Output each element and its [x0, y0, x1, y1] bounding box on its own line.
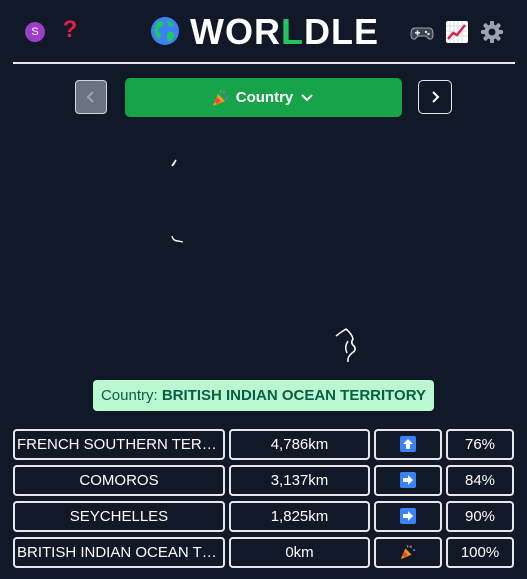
answer-banner: Country: BRITISH INDIAN OCEAN TERRITORY	[93, 380, 434, 411]
next-button[interactable]	[418, 80, 452, 114]
title-part-2: L	[280, 11, 304, 52]
arrow-up-icon	[400, 435, 416, 452]
party-popper-icon	[212, 89, 229, 106]
guess-proximity: 76%	[446, 429, 514, 460]
guess-proximity: 84%	[446, 465, 514, 496]
mode-dropdown-button[interactable]: Country	[125, 78, 402, 117]
mode-label: Country	[235, 89, 294, 106]
guess-country: FRENCH SOUTHERN TERRITORIES	[13, 429, 225, 460]
guess-distance: 0km	[229, 537, 370, 568]
guess-distance: 3,137km	[229, 465, 370, 496]
country-shape-map	[171, 159, 356, 363]
guess-direction	[374, 465, 442, 496]
guess-direction	[374, 501, 442, 532]
party-popper-icon	[400, 544, 416, 559]
gear-icon[interactable]	[480, 20, 504, 44]
chevron-left-icon	[86, 91, 94, 103]
header-divider	[13, 62, 515, 64]
title-part-3: DLE	[303, 11, 379, 52]
guess-proximity: 100%	[446, 537, 514, 568]
globe-icon	[151, 17, 179, 45]
guess-direction	[374, 537, 442, 568]
guess-country: SEYCHELLES	[13, 501, 225, 532]
chevron-right-icon	[432, 91, 440, 103]
header: S ? WORLDLE	[0, 0, 527, 62]
chevron-down-icon	[301, 93, 313, 101]
guess-direction	[374, 429, 442, 460]
guess-country: BRITISH INDIAN OCEAN TERRITORY	[13, 537, 225, 568]
title-part-1: WOR	[190, 11, 281, 52]
page-title: WORLDLE	[190, 12, 379, 52]
guess-proximity: 90%	[446, 501, 514, 532]
guess-country: COMOROS	[13, 465, 225, 496]
arrow-right-icon	[400, 471, 416, 488]
answer-prefix: Country:	[100, 387, 162, 404]
guess-distance: 1,825km	[229, 501, 370, 532]
chart-icon[interactable]	[445, 20, 469, 44]
gamepad-icon[interactable]	[410, 20, 434, 44]
avatar[interactable]: S	[25, 22, 45, 42]
answer-country: BRITISH INDIAN OCEAN TERRITORY	[161, 387, 427, 404]
arrow-right-icon	[400, 507, 416, 524]
prev-button[interactable]	[75, 80, 107, 114]
help-icon[interactable]: ?	[62, 16, 78, 43]
guess-distance: 4,786km	[229, 429, 370, 460]
